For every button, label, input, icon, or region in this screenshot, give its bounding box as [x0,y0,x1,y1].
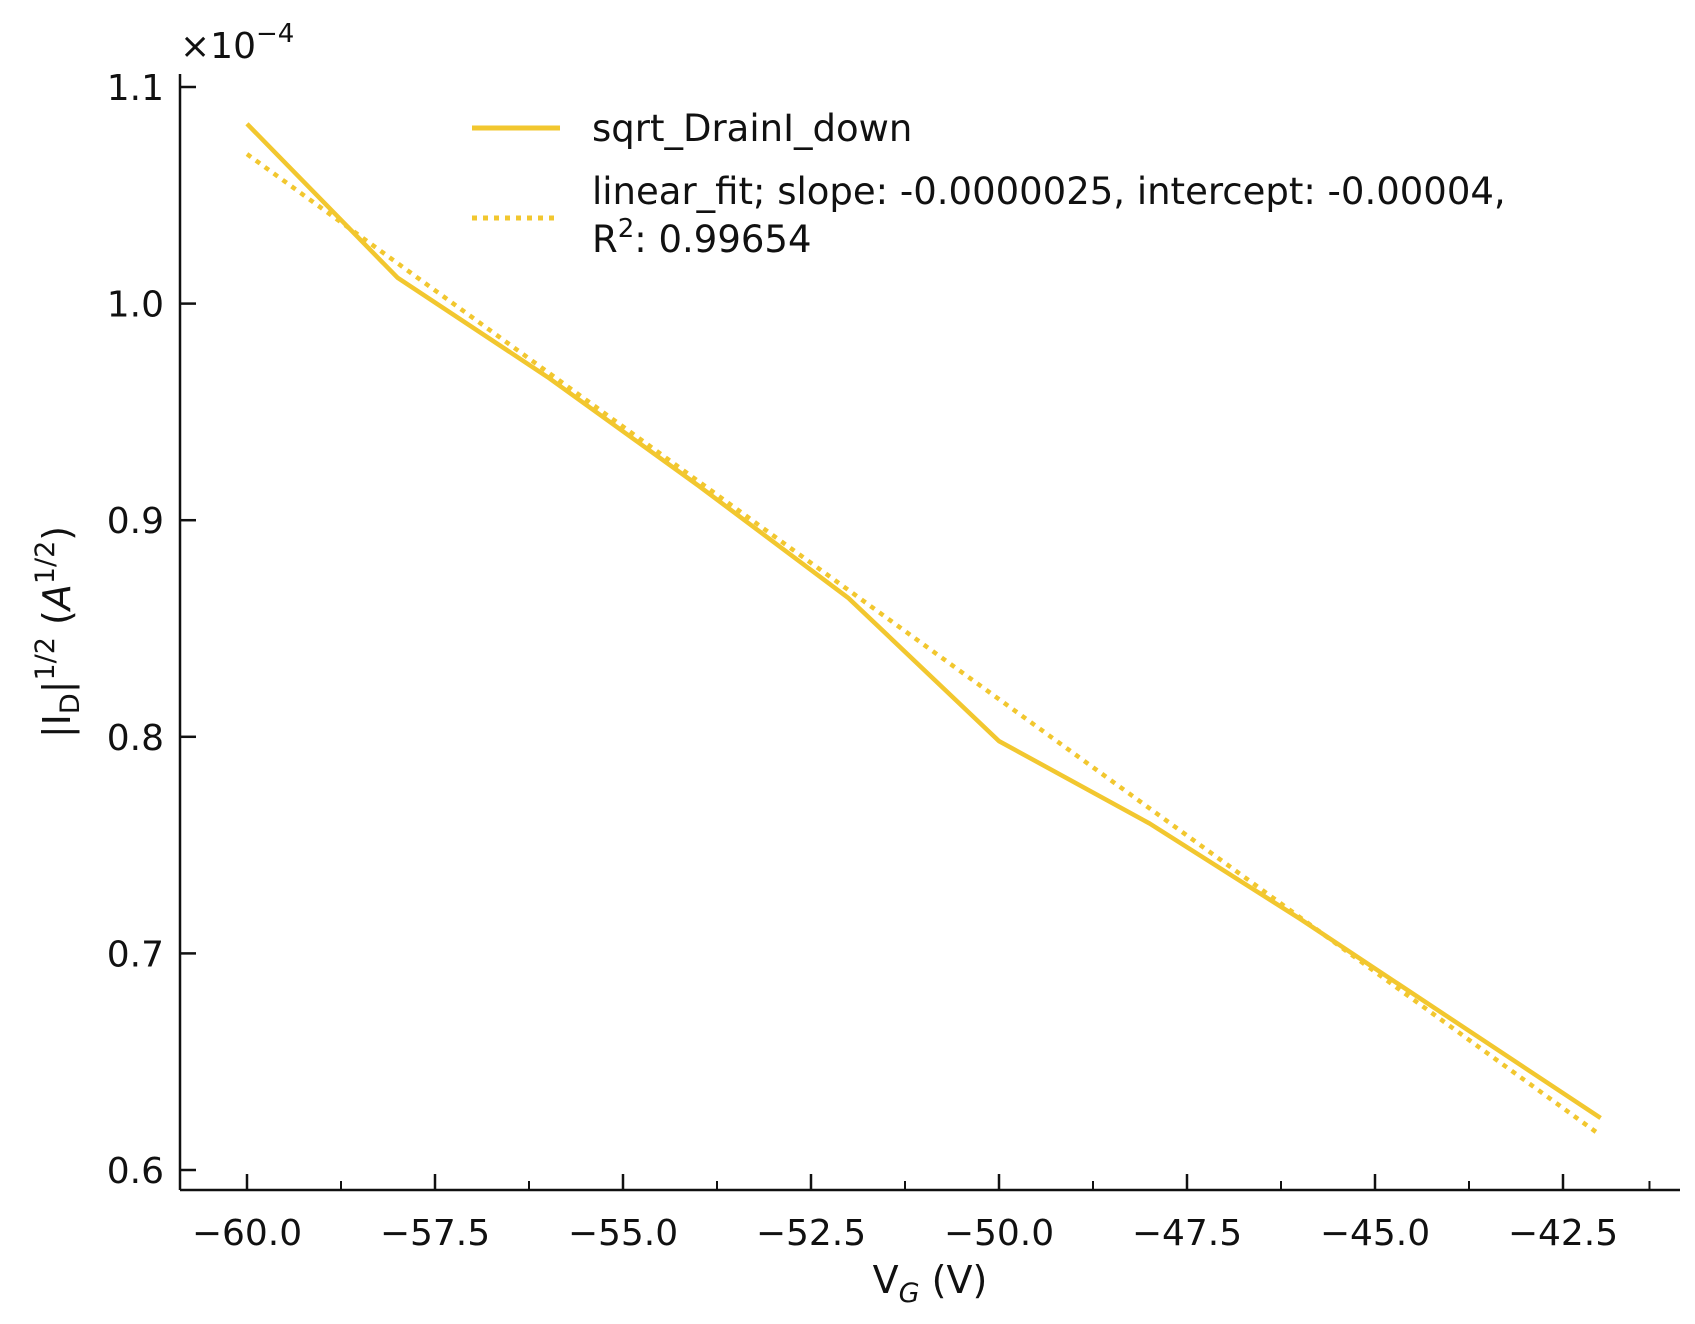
y-axis-label: |ID|1/2 (A1/2) [30,526,86,738]
y-ticks: 0.6 0.7 0.8 0.9 1.0 1.1 [107,68,196,1192]
y-scale-exponent: ×10−4 [180,19,294,67]
y-tick-label: 1.1 [107,68,164,109]
x-tick-label: −50.0 [944,1213,1054,1254]
x-tick-label: −47.5 [1132,1213,1242,1254]
y-tick-label: 0.8 [107,718,164,759]
y-tick-label: 1.0 [107,285,164,326]
y-tick-label: 0.9 [107,501,164,542]
legend-label-series-2-line-1: linear_fit; slope: -0.0000025, intercept… [592,170,1506,213]
x-tick-label: −57.5 [380,1213,490,1254]
series-line-sqrt-draini-down [245,122,1602,1120]
linear-fit-line [245,152,1602,1138]
x-tick-label: −55.0 [568,1213,678,1254]
x-ticks: −60.0 −57.5 −55.0 −52.5 −50.0 −47.5 −45.0 −42.5 [192,1174,1651,1254]
legend-label-series-1: sqrt_DrainI_down [592,107,912,150]
x-tick-label: −45.0 [1320,1213,1430,1254]
y-tick-label: 0.7 [107,934,164,975]
x-tick-label: −60.0 [192,1213,302,1254]
legend: sqrt_DrainI_down linear_fit; slope: -0.0… [472,107,1506,261]
x-axis-label: VG (V) [873,1258,988,1309]
x-tick-label: −42.5 [1508,1213,1618,1254]
x-tick-label: −52.5 [756,1213,866,1254]
legend-label-series-2-line-2: R2: 0.99654 [592,214,812,261]
series-group [245,122,1602,1138]
y-tick-label: 0.6 [107,1151,164,1192]
